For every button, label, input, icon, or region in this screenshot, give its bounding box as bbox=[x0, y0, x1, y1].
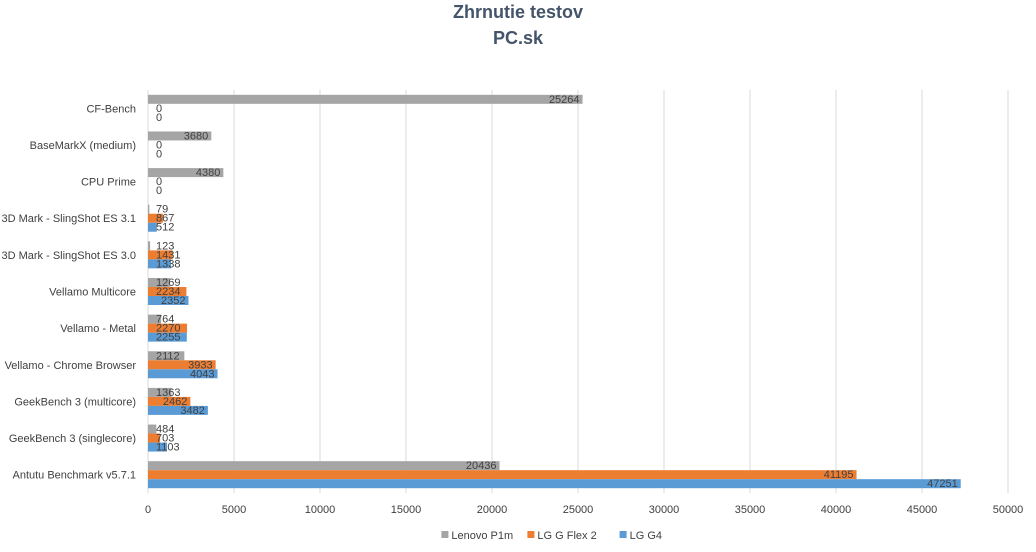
bar bbox=[148, 222, 157, 232]
x-tick-label: 25000 bbox=[563, 504, 594, 516]
bar bbox=[148, 287, 187, 296]
category-label: Antutu Benchmark v5.7.1 bbox=[12, 470, 136, 482]
x-tick-label: 40000 bbox=[821, 504, 852, 516]
x-tick-label: 5000 bbox=[222, 504, 246, 516]
bar bbox=[148, 168, 224, 178]
bar bbox=[148, 259, 172, 269]
data-label: 0 bbox=[156, 185, 162, 197]
data-label: 0 bbox=[156, 148, 162, 160]
x-tick-label: 30000 bbox=[649, 504, 680, 516]
data-label: 3680 bbox=[184, 130, 208, 142]
bar bbox=[148, 442, 167, 452]
data-label: 703 bbox=[156, 433, 174, 445]
bar bbox=[148, 461, 500, 471]
data-label: 3933 bbox=[188, 359, 212, 371]
bar bbox=[148, 131, 212, 141]
x-tick-label: 10000 bbox=[305, 504, 336, 516]
x-axis-ticks: 0 5000 10000 15000 20000 25000 30000 35000 40000… bbox=[145, 504, 1023, 516]
data-label: 25264 bbox=[549, 94, 580, 106]
data-label: 20436 bbox=[466, 460, 497, 472]
bar bbox=[148, 396, 191, 406]
bar bbox=[148, 94, 583, 104]
x-tick-label: 20000 bbox=[477, 504, 508, 516]
data-label: 2352 bbox=[161, 295, 185, 307]
category-label: Vellamo - Chrome Browser bbox=[5, 360, 137, 372]
category-labels: CF-Bench BaseMarkX (medium) CPU Prime 3D Ma… bbox=[1, 103, 136, 481]
data-label: 867 bbox=[156, 213, 174, 225]
data-label: 484 bbox=[156, 424, 174, 436]
data-label: 512 bbox=[156, 222, 174, 234]
legend-label: LG G Flex 2 bbox=[537, 530, 596, 542]
data-label: 4043 bbox=[190, 368, 214, 380]
data-label: 2462 bbox=[163, 396, 187, 408]
data-labels: 2526400368000438000798675121231431133812… bbox=[156, 94, 958, 490]
legend: Lenovo P1m LG G Flex 2 LG G4 bbox=[441, 530, 662, 542]
data-label: 2270 bbox=[156, 323, 180, 335]
data-label: 1363 bbox=[156, 387, 180, 399]
data-label: 764 bbox=[156, 314, 174, 326]
bar bbox=[148, 405, 208, 415]
bar bbox=[148, 250, 173, 260]
bar bbox=[148, 204, 150, 214]
data-label: 0 bbox=[156, 112, 162, 124]
bar bbox=[148, 241, 151, 251]
data-label: 1103 bbox=[156, 442, 180, 454]
bar bbox=[148, 278, 170, 287]
x-tick-label: 50000 bbox=[993, 504, 1024, 516]
x-tick-label: 45000 bbox=[907, 504, 938, 516]
category-label: BaseMarkX (medium) bbox=[30, 140, 136, 152]
data-label: 1431 bbox=[156, 249, 180, 261]
data-label: 79 bbox=[156, 204, 168, 216]
data-label: 2255 bbox=[156, 332, 180, 344]
bar bbox=[148, 296, 189, 305]
bar bbox=[148, 314, 162, 324]
bar bbox=[148, 470, 857, 480]
data-label: 0 bbox=[156, 176, 162, 188]
data-label: 2234 bbox=[156, 286, 180, 298]
x-tick-label: 35000 bbox=[735, 504, 766, 516]
data-label: 47251 bbox=[927, 478, 958, 490]
bar bbox=[148, 351, 185, 361]
x-tick-label: 15000 bbox=[391, 504, 422, 516]
data-label: 2112 bbox=[156, 350, 180, 362]
bar bbox=[148, 433, 161, 443]
category-label: GeekBench 3 (singlecore) bbox=[9, 433, 136, 445]
category-label: GeekBench 3 (multicore) bbox=[14, 396, 136, 408]
bar bbox=[148, 424, 157, 434]
data-label: 123 bbox=[156, 240, 174, 252]
legend-swatch bbox=[527, 531, 535, 538]
bar bbox=[148, 213, 163, 223]
category-label: 3D Mark - SlingShot ES 3.1 bbox=[1, 213, 136, 225]
data-label: 4380 bbox=[196, 167, 220, 179]
data-label: 1269 bbox=[156, 277, 180, 289]
bar bbox=[148, 332, 187, 342]
gridlines bbox=[147, 90, 1009, 493]
data-label: 1338 bbox=[156, 258, 180, 270]
legend-swatch bbox=[441, 531, 449, 538]
bar bbox=[148, 387, 172, 397]
chart-title: Zhrnutie testov bbox=[453, 2, 583, 22]
category-label: CPU Prime bbox=[81, 177, 136, 189]
category-label: 3D Mark - SlingShot ES 3.0 bbox=[1, 250, 136, 262]
legend-swatch bbox=[619, 531, 627, 538]
bars bbox=[148, 94, 961, 489]
data-label: 0 bbox=[156, 103, 162, 115]
bar bbox=[148, 360, 216, 370]
legend-label: Lenovo P1m bbox=[451, 530, 513, 542]
chart-subtitle: PC.sk bbox=[493, 28, 544, 48]
x-tick-label: 0 bbox=[145, 504, 151, 516]
bar bbox=[148, 369, 218, 379]
legend-label: LG G4 bbox=[630, 530, 662, 542]
category-label: Vellamo - Metal bbox=[60, 323, 136, 335]
bar bbox=[148, 323, 188, 333]
category-label: Vellamo Multicore bbox=[49, 287, 136, 299]
data-label: 3482 bbox=[180, 405, 204, 417]
data-label: 0 bbox=[156, 139, 162, 151]
data-label: 41195 bbox=[824, 469, 854, 481]
bar bbox=[148, 479, 961, 489]
category-label: CF-Bench bbox=[86, 103, 136, 115]
